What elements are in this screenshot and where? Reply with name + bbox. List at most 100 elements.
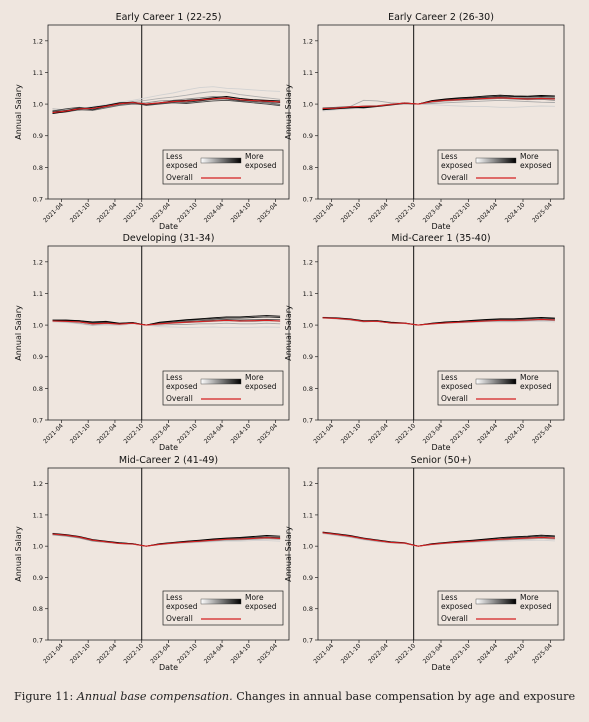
legend-less-label: exposed	[166, 382, 198, 391]
series-line-1	[52, 86, 281, 113]
legend-less-label: Less	[441, 152, 458, 161]
legend-more-label: More	[520, 593, 539, 602]
x-axis-label: Date	[159, 222, 178, 231]
x-tick-label: 2023-10	[176, 201, 199, 224]
x-tick-label: 2021-10	[340, 642, 363, 665]
x-tick-label: 2024-04	[476, 642, 499, 665]
overall-line	[52, 533, 281, 547]
chart-panel-4: Mid-Career 1 (35-40) 0.7 0.8 0.9 1.0 1.1 1.2 An…	[284, 233, 565, 452]
x-tick-label: 2023-04	[422, 642, 445, 665]
legend-more-label: exposed	[245, 382, 277, 391]
x-tick-label: 2022-04	[367, 642, 390, 665]
series-line-5	[52, 532, 281, 547]
x-tick-label: 2021-04	[312, 642, 335, 665]
legend-less-label: exposed	[441, 161, 473, 170]
chart-panel-3: Developing (31-34) 0.7 0.8 0.9 1.0 1.1 1.2 Annu…	[14, 233, 290, 452]
x-tick-label: 2023-10	[176, 642, 199, 665]
x-tick-label: 2023-10	[449, 422, 472, 445]
chart-panel-2: Early Career 2 (26-30) 0.7 0.8 0.9 1.0 1.1 1.2…	[284, 12, 565, 231]
x-tick-label: 2023-04	[422, 422, 445, 445]
series-line-1	[52, 321, 281, 329]
x-axis-label: Date	[431, 222, 450, 231]
x-tick-label: 2021-04	[42, 642, 65, 665]
overall-line	[52, 319, 281, 326]
legend-less-label: Less	[166, 152, 183, 161]
x-tick-label: 2021-04	[42, 422, 65, 445]
overall-line	[52, 97, 281, 114]
series-line-5	[322, 531, 555, 547]
y-tick-label: 0.9	[33, 132, 43, 140]
legend-less-label: exposed	[166, 161, 198, 170]
x-tick-label: 2021-10	[69, 201, 92, 224]
y-tick-label: 0.8	[33, 164, 43, 172]
x-tick-label: 2024-10	[504, 422, 527, 445]
series-line-6	[52, 315, 281, 326]
x-tick-label: 2024-10	[230, 642, 253, 665]
y-tick-label: 1.0	[303, 101, 313, 109]
legend-more-label: exposed	[520, 161, 552, 170]
y-tick-label: 0.9	[303, 574, 313, 582]
x-tick-label: 2024-10	[230, 422, 253, 445]
x-tick-label: 2024-10	[504, 201, 527, 224]
x-tick-label: 2024-04	[476, 422, 499, 445]
legend-more-label: More	[245, 152, 264, 161]
chart-title: Early Career 2 (26-30)	[388, 12, 494, 23]
y-tick-label: 1.0	[33, 101, 43, 109]
legend-overall-label: Overall	[166, 614, 193, 623]
legend-less-label: exposed	[166, 602, 198, 611]
y-tick-label: 0.7	[33, 637, 43, 645]
y-axis-label: Annual Salary	[14, 305, 23, 361]
x-tick-label: 2022-10	[394, 201, 417, 224]
y-axis-label: Annual Salary	[14, 526, 23, 582]
y-tick-label: 0.7	[33, 196, 43, 204]
y-tick-label: 1.1	[33, 69, 43, 77]
y-tick-label: 1.0	[303, 322, 313, 330]
series-line-4	[52, 97, 281, 114]
legend-overall-label: Overall	[166, 394, 193, 403]
x-tick-label: 2022-04	[367, 422, 390, 445]
caption-label: Figure 11:	[14, 690, 74, 703]
legend-less-label: Less	[441, 373, 458, 382]
x-tick-label: 2021-10	[340, 422, 363, 445]
y-tick-label: 0.7	[303, 637, 313, 645]
series-line-2	[322, 99, 555, 109]
x-tick-label: 2024-04	[203, 642, 226, 665]
y-tick-label: 1.0	[33, 322, 43, 330]
x-tick-label: 2022-10	[122, 642, 145, 665]
y-tick-label: 1.2	[33, 480, 43, 488]
x-tick-label: 2022-04	[96, 642, 119, 665]
y-tick-label: 0.9	[33, 574, 43, 582]
y-axis-label: Annual Salary	[14, 84, 23, 140]
y-tick-label: 0.9	[303, 353, 313, 361]
y-tick-label: 1.2	[303, 480, 313, 488]
legend-more-label: More	[520, 373, 539, 382]
legend-more-label: More	[245, 593, 264, 602]
y-tick-label: 1.1	[303, 511, 313, 519]
caption-text: Changes in annual base compensation by a…	[236, 690, 576, 703]
x-tick-label: 2023-04	[149, 201, 172, 224]
x-tick-label: 2023-10	[176, 422, 199, 445]
x-tick-label: 2021-04	[312, 422, 335, 445]
x-tick-label: 2025-04	[256, 422, 279, 445]
legend-less-label: Less	[441, 593, 458, 602]
chart-title: Senior (50+)	[411, 455, 472, 466]
legend-exposure-gradient	[200, 598, 242, 605]
overall-line	[322, 532, 555, 547]
y-tick-label: 0.8	[303, 164, 313, 172]
x-tick-label: 2024-10	[230, 201, 253, 224]
legend-less-label: Less	[166, 373, 183, 382]
x-axis-label: Date	[159, 443, 178, 452]
legend-more-label: exposed	[245, 602, 277, 611]
y-tick-label: 1.2	[303, 37, 313, 45]
legend-exposure-gradient	[475, 598, 517, 605]
chart-panel-5: Mid-Career 2 (41-49) 0.7 0.8 0.9 1.0 1.1 1.2 An…	[14, 455, 290, 672]
x-tick-label: 2025-04	[256, 642, 279, 665]
x-tick-label: 2022-04	[367, 201, 390, 224]
x-tick-label: 2021-10	[340, 201, 363, 224]
chart-panel-6: Senior (50+) 0.7 0.8 0.9 1.0 1.1 1.2 Annual Sal…	[284, 455, 565, 672]
legend-more-label: More	[520, 152, 539, 161]
